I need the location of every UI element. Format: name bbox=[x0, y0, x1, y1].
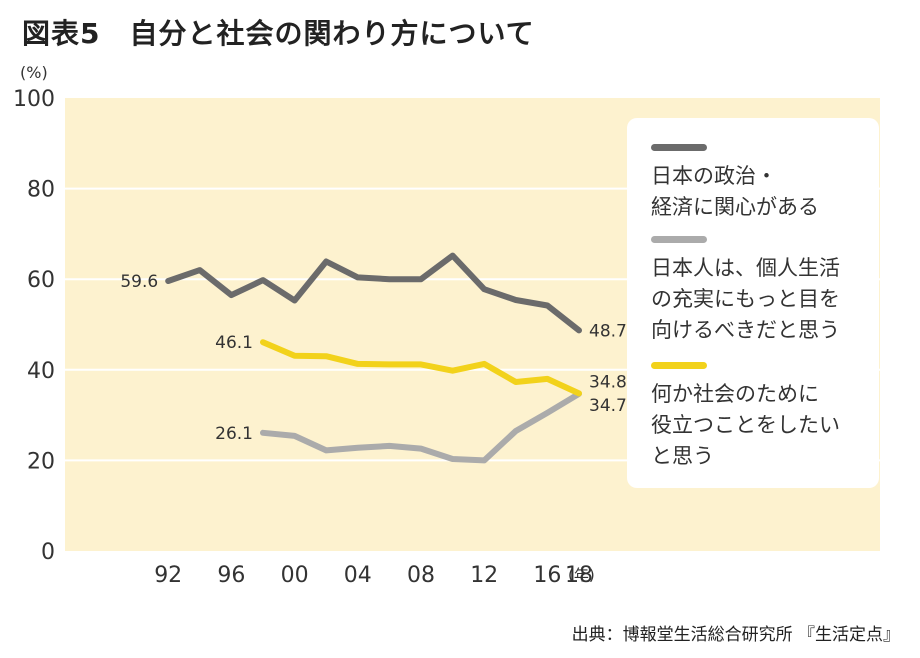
legend-swatch-social-contribution bbox=[651, 362, 707, 369]
x-tick-label: 00 bbox=[281, 563, 309, 588]
x-tick-label: 16 bbox=[533, 563, 561, 588]
y-tick-label: 100 bbox=[13, 87, 55, 112]
legend-item-personal-life: 日本人は、個人生活 の充実にもっと目を 向けるべきだと思う bbox=[651, 236, 840, 346]
y-axis-ticks: 0 20 40 60 80 100 bbox=[13, 87, 55, 565]
legend-label-personal-life: 日本人は、個人生活 の充実にもっと目を 向けるべきだと思う bbox=[651, 256, 840, 342]
data-labels: 59.6 48.7 26.1 34.7 46.1 34.8 bbox=[120, 272, 627, 444]
legend-item-social-contribution: 何か社会のために 役立つことをしたい と思う bbox=[651, 362, 840, 472]
x-tick-label: 08 bbox=[407, 563, 435, 588]
x-tick-label: 96 bbox=[217, 563, 245, 588]
data-label-start: 59.6 bbox=[120, 272, 158, 292]
series-lines bbox=[165, 252, 582, 464]
y-tick-label: 0 bbox=[41, 540, 55, 565]
y-tick-label: 40 bbox=[27, 359, 55, 384]
y-tick-label: 60 bbox=[27, 268, 55, 293]
legend-swatch-personal-life bbox=[651, 236, 707, 243]
series-line bbox=[260, 339, 582, 397]
x-tick-label: 04 bbox=[344, 563, 372, 588]
data-label-end: 48.7 bbox=[589, 321, 627, 341]
x-tick-label: 18 bbox=[565, 563, 593, 588]
legend-label-social-contribution: 何か社会のために 役立つことをしたい と思う bbox=[651, 382, 840, 468]
data-label-end: 34.7 bbox=[589, 396, 627, 416]
legend-label-politics: 日本の政治・ 経済に関心がある bbox=[651, 164, 819, 219]
source-credit: 出典：博報堂生活総合研究所 『生活定点』 bbox=[571, 625, 900, 645]
legend: 日本の政治・ 経済に関心がある 日本人は、個人生活 の充実にもっと目を 向けるべ… bbox=[627, 118, 879, 488]
data-label-end: 34.8 bbox=[589, 372, 627, 392]
series-line bbox=[165, 252, 582, 334]
data-label-start: 46.1 bbox=[215, 333, 253, 353]
legend-item-politics: 日本の政治・ 経済に関心がある bbox=[651, 144, 819, 223]
legend-swatch-politics bbox=[651, 144, 707, 151]
chart-title: 図表5 自分と社会の関わり方について bbox=[22, 17, 535, 50]
y-tick-label: 80 bbox=[27, 178, 55, 203]
data-label-start: 26.1 bbox=[215, 424, 253, 444]
series-line bbox=[260, 390, 582, 464]
x-axis-unit-label: (年) bbox=[568, 566, 595, 584]
x-tick-label: 92 bbox=[154, 563, 182, 588]
y-tick-label: 20 bbox=[27, 449, 55, 474]
x-axis-ticks: 92 96 00 04 08 12 16 18 bbox=[154, 563, 593, 588]
x-tick-label: 12 bbox=[470, 563, 498, 588]
y-axis-unit-label: (%) bbox=[20, 63, 48, 82]
